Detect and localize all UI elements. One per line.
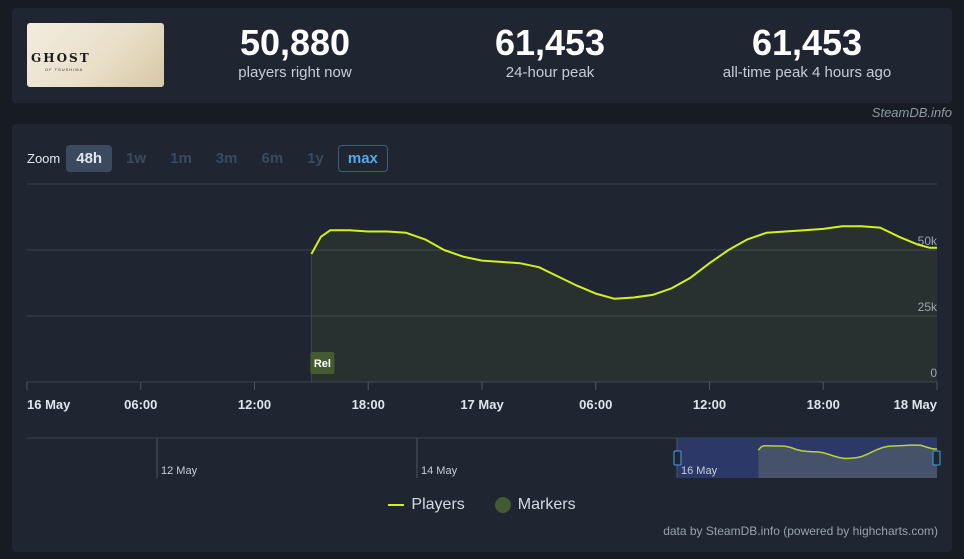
zoom-bar: Zoom 48h 1w 1m 3m 6m 1y max [27,144,392,172]
legend-label-markers: Markers [517,496,576,513]
navigator-label: 12 May [161,465,198,477]
navigator-line [757,444,937,460]
players-line [310,225,937,300]
stat-label: 24-hour peak [505,64,595,81]
navigator-selection [677,438,937,478]
steamdb-credit[interactable]: SteamDB.info [871,105,952,120]
x-tick-label: 12:00 [238,397,271,412]
y-tick-label: 25k [918,300,938,314]
chart-panel: 0 25k 50k 16 May 06:00 12:00 18:00 17 May 06:00 1… [12,124,952,552]
legend-line-swatch [388,504,405,506]
x-tick-label: 18:00 [352,397,385,412]
legend-item-players[interactable]: Players [388,496,465,514]
player-chart[interactable]: 0 25k 50k 16 May 06:00 12:00 18:00 17 May 06:00 1… [12,124,952,552]
zoom-label: Zoom [27,150,61,166]
stat-players-now: 50,880 players right now [190,22,400,82]
x-tick-label: 18:00 [807,397,840,412]
marker-flag [310,352,335,374]
game-logo[interactable]: GHOST OF TSUSHIMA [27,23,164,87]
navigator-label: 16 May [681,465,718,477]
x-tick-label: 06:00 [579,397,612,412]
stats-panel: GHOST OF TSUSHIMA 50,880 players right n… [12,8,952,103]
stat-label: players right now [238,64,352,81]
marker-label: Rel [314,358,331,370]
x-tick-label: 17 May [460,397,504,412]
game-logo-text: GHOST [31,51,91,65]
zoom-1m-button[interactable]: 1m [160,145,202,172]
stat-value: 61,453 [494,22,606,63]
game-logo-subtitle: OF TSUSHIMA [45,67,84,72]
stat-value: 50,880 [239,22,351,63]
highcharts-credit[interactable]: data by SteamDB.info (powered by highcha… [663,524,938,538]
x-tick-label: 16 May [27,397,71,412]
stat-value: 61,453 [751,22,863,63]
legend-dot-swatch [494,497,511,513]
navigator-handle-right [932,450,941,466]
chart-legend: Players Markers [12,496,952,514]
zoom-3m-button[interactable]: 3m [206,145,248,172]
zoom-48h-button[interactable]: 48h [66,144,113,172]
x-tick-label: 18 May [894,397,938,412]
stat-24h-peak: 61,453 24-hour peak [445,22,655,82]
legend-item-markers[interactable]: Markers [494,496,576,514]
y-tick-label: 50k [918,234,938,248]
x-tick-label: 06:00 [124,397,157,412]
navigator-label: 14 May [421,465,458,477]
navigator-area [758,445,937,478]
x-tick-label: 12:00 [693,397,726,412]
stat-label: all-time peak 4 hours ago [722,64,892,81]
zoom-6m-button[interactable]: 6m [251,145,293,172]
zoom-1w-button[interactable]: 1w [116,145,156,172]
zoom-1y-button[interactable]: 1y [297,145,334,172]
zoom-max-button[interactable]: max [337,144,388,172]
legend-label-players: Players [411,496,465,513]
stat-all-time-peak: 61,453 all-time peak 4 hours ago [692,22,922,82]
navigator-handle-left [673,450,682,466]
players-area [311,226,937,382]
y-tick-label: 0 [930,366,937,380]
